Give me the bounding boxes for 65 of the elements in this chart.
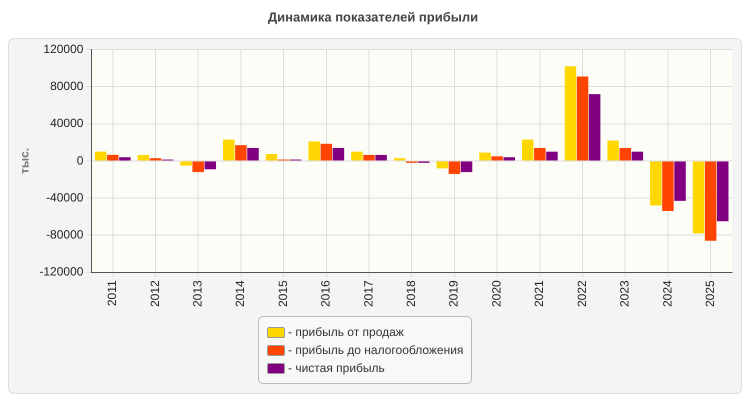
x-tick-label: 2017 — [361, 280, 376, 308]
bar — [674, 161, 686, 201]
bar — [717, 161, 728, 222]
bar — [204, 161, 216, 170]
bar — [576, 76, 588, 160]
bar — [192, 161, 204, 172]
x-tick-label: 2024 — [660, 280, 674, 308]
bar — [266, 154, 278, 160]
bar — [522, 140, 534, 160]
legend-label: - прибыль от продаж — [288, 325, 404, 339]
y-tick-label: -80000 — [46, 228, 84, 242]
bar — [534, 148, 546, 160]
bar — [491, 156, 503, 160]
x-tick-label: 2023 — [618, 280, 632, 308]
y-tick-label: 120000 — [43, 42, 84, 56]
bar — [332, 148, 344, 160]
bar — [607, 140, 619, 160]
chart-title: Динамика показателей прибыли — [268, 9, 478, 24]
bar — [247, 148, 259, 160]
bar — [363, 154, 375, 160]
bar — [94, 152, 106, 160]
bar — [632, 152, 644, 160]
y-tick-label: 40000 — [50, 116, 84, 130]
bar — [375, 154, 387, 160]
bar — [564, 66, 576, 160]
bar — [704, 161, 716, 241]
x-tick-label: 2012 — [148, 280, 162, 308]
bar — [448, 161, 460, 174]
bar — [662, 161, 674, 212]
bar — [138, 154, 150, 160]
x-tick-label: 2015 — [276, 280, 290, 308]
bar — [692, 161, 704, 234]
y-tick-label: -120000 — [39, 264, 84, 279]
x-tick-label: 2022 — [574, 280, 589, 308]
bar — [650, 161, 662, 206]
bar — [351, 152, 363, 160]
bar — [619, 148, 631, 160]
y-tick-label: -40000 — [46, 190, 84, 204]
y-tick-label: 80000 — [50, 79, 84, 94]
y-axis-title: тыс. — [18, 148, 32, 174]
bar — [223, 140, 235, 160]
x-tick-label: 2025 — [702, 280, 717, 308]
bar — [107, 154, 119, 160]
x-tick-label: 2014 — [233, 280, 248, 308]
bar — [119, 157, 131, 160]
x-tick-label: 2018 — [404, 280, 418, 308]
bar — [588, 94, 600, 160]
x-tick-label: 2013 — [190, 280, 205, 308]
y-tick-label: 0 — [76, 153, 84, 168]
bar — [180, 161, 192, 166]
bar — [235, 145, 247, 160]
x-tick-label: 2011 — [105, 280, 120, 306]
legend-label: - чистая прибыль — [288, 361, 385, 375]
bar — [546, 152, 558, 160]
bar — [479, 152, 491, 160]
bar — [308, 141, 320, 160]
bar — [436, 161, 448, 168]
bar — [503, 157, 515, 160]
x-tick-label: 2020 — [489, 280, 504, 308]
bar — [320, 144, 332, 160]
x-tick-label: 2019 — [446, 280, 461, 308]
legend-label: - прибыль до налогообложения — [288, 343, 464, 357]
bar — [460, 161, 472, 172]
x-tick-label: 2016 — [318, 280, 333, 308]
x-tick-label: 2021 — [532, 280, 546, 308]
